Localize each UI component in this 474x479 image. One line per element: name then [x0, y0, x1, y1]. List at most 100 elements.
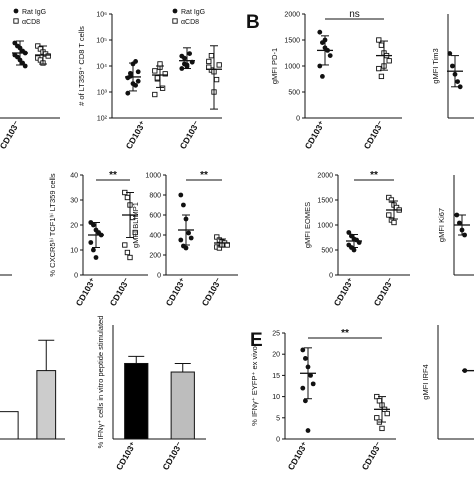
c3-point — [178, 192, 184, 198]
c4-ytick-label: 1500 — [317, 198, 333, 205]
b2-point — [457, 84, 463, 90]
c2-ytick-label: 20 — [70, 223, 78, 230]
b1-ytick-label: 1500 — [284, 38, 300, 45]
a2-y-label: # of LT359⁺ CD8 T cells — [77, 26, 86, 106]
e1-x-category-label: CD103⁺ — [286, 440, 310, 472]
d2-y-label: % IFNγ⁺ cells in vitro peptide stimulate… — [96, 316, 105, 449]
c2-ytick-label: 10 — [70, 248, 78, 255]
b2-point — [450, 63, 455, 69]
c2-point — [91, 247, 96, 253]
c2-ytick-label: 30 — [70, 198, 78, 205]
d1-bar — [0, 411, 19, 440]
a1-point — [22, 63, 28, 69]
c3-point — [188, 235, 194, 241]
c4-ytick-label: 2000 — [317, 173, 333, 180]
a2-point — [135, 78, 141, 84]
a2-point — [125, 90, 131, 96]
c3-ytick-label: 1000 — [145, 173, 161, 180]
c3-x-category-label: CD103⁺ — [164, 276, 188, 308]
e1-x-category-label: CD103⁻ — [360, 440, 384, 472]
panel-letter-b: B — [246, 12, 260, 33]
e1-point — [384, 410, 390, 417]
b1-x-category-label: CD103⁻ — [362, 119, 386, 151]
b1-x-category-label: CD103⁺ — [303, 119, 327, 151]
b1-ytick-label: 0 — [296, 116, 300, 123]
e2-y-label: gMFI IRF4 — [421, 364, 430, 399]
a2-point — [159, 85, 166, 91]
a1-x-category-label: CD103⁻ — [0, 119, 22, 151]
a1-legend-marker — [13, 8, 19, 14]
a2-x-category-label: CD103⁻ — [178, 119, 202, 151]
a2-point — [179, 66, 185, 71]
b1-point — [378, 73, 385, 80]
a1-legend-label: αCD8 — [22, 19, 40, 26]
c3-point — [178, 237, 184, 243]
c3-y-label: gMFI BLIMP1 — [131, 202, 140, 248]
a2-legend-label: αCD8 — [181, 19, 199, 26]
b1-ytick-label: 500 — [288, 90, 300, 97]
c3-ytick-label: 400 — [149, 233, 161, 240]
panel-letter-e: E — [250, 330, 263, 351]
e1-ytick-label: 20 — [272, 352, 280, 359]
a1-legend-marker — [13, 18, 19, 24]
e1-point — [300, 347, 306, 353]
b2-point — [455, 79, 460, 84]
c3-point — [186, 230, 192, 236]
b2-y-label: gMFI Tim3 — [431, 48, 440, 83]
a2-legend-marker — [172, 8, 178, 14]
d2-bar — [170, 371, 195, 440]
b1-point — [378, 42, 385, 48]
c5-point — [457, 220, 462, 226]
c4-point — [351, 247, 357, 253]
a2-ytick-label: 10⁶ — [96, 12, 107, 19]
e1-point — [303, 356, 308, 361]
c3-ytick-label: 800 — [149, 193, 161, 200]
a1-legend-label: Rat IgG — [22, 9, 46, 16]
e1-ytick-label: 10 — [272, 394, 280, 401]
c2-point — [122, 242, 128, 248]
c2-point — [127, 254, 133, 261]
a2-ytick-label: 10⁴ — [96, 64, 107, 71]
e1-point — [300, 385, 306, 391]
c3-x-category-label: CD103⁻ — [200, 276, 224, 308]
c3-ytick-label: 200 — [149, 253, 161, 260]
e1-point — [305, 428, 311, 433]
e1-ytick-label: 15 — [272, 373, 280, 380]
a2-ytick-label: 10² — [97, 116, 108, 123]
e1-y-label: % IFNγ⁺ EYFP⁺ ex vivo — [250, 346, 259, 426]
a2-point — [162, 71, 168, 77]
b1-point — [320, 74, 325, 79]
b1-point — [386, 58, 392, 64]
e1-point — [308, 373, 313, 378]
a2-point — [154, 75, 161, 81]
c4-point — [388, 197, 395, 203]
a2-point — [135, 69, 141, 75]
c3-sig-label: ** — [200, 170, 208, 181]
a2-point — [152, 91, 158, 98]
c2-point — [124, 249, 131, 256]
b1-ytick-label: 1000 — [284, 64, 300, 71]
e1-sig-label: ** — [341, 328, 349, 339]
d1-bar — [36, 370, 57, 440]
e1-point — [376, 398, 383, 404]
e1-point — [310, 381, 316, 387]
c4-point — [391, 219, 397, 226]
c4-point — [386, 212, 392, 218]
e1-ytick-label: 0 — [276, 437, 280, 444]
b1-y-label: gMFI PD-1 — [270, 48, 279, 84]
a2-x-category-label: CD103⁺ — [124, 119, 148, 151]
c2-ytick-label: 40 — [70, 173, 78, 180]
a2-point — [206, 58, 212, 65]
b1-ytick-label: 2000 — [284, 12, 300, 19]
c2-x-category-label: CD103⁺ — [74, 276, 98, 308]
a2-legend-marker — [172, 18, 178, 24]
c2-y-label: % CXCR5ʰⁱ TCF1ʰⁱ LT359 cells — [48, 173, 57, 276]
a2-point — [157, 61, 163, 67]
d2-x-category-label: CD103⁺ — [114, 440, 138, 472]
e1-point — [379, 425, 385, 432]
b1-point — [376, 65, 382, 72]
c5-y-label: gMFI Ki67 — [437, 208, 446, 242]
c4-point — [346, 230, 352, 235]
c4-ytick-label: 500 — [321, 248, 333, 255]
